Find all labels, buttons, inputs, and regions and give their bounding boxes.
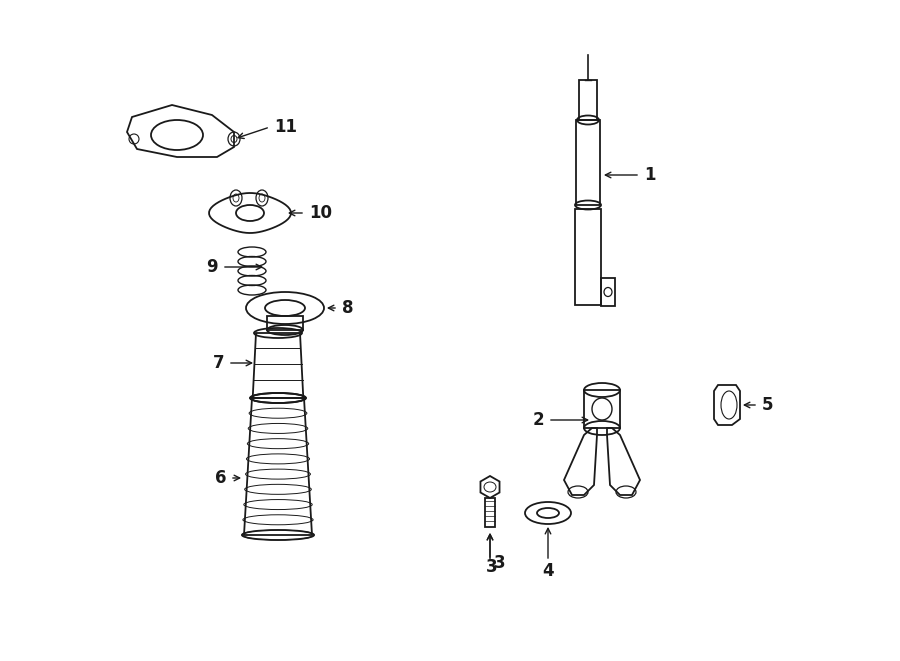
- Text: 4: 4: [542, 562, 554, 580]
- Text: 1: 1: [644, 166, 655, 184]
- Text: 8: 8: [342, 299, 354, 317]
- Text: 11: 11: [274, 118, 297, 136]
- Text: 3: 3: [494, 554, 506, 572]
- Text: 2: 2: [533, 411, 544, 429]
- Text: 9: 9: [206, 258, 218, 276]
- Text: 6: 6: [214, 469, 226, 487]
- Text: 5: 5: [762, 396, 773, 414]
- Text: 3: 3: [486, 558, 498, 576]
- Text: 10: 10: [309, 204, 332, 222]
- Text: 7: 7: [212, 354, 224, 372]
